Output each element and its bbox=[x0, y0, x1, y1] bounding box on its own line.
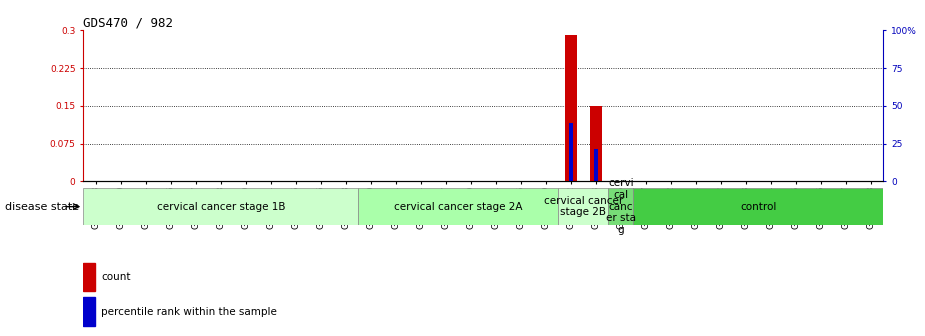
Bar bbox=[83, 297, 94, 326]
Text: disease state: disease state bbox=[5, 202, 79, 212]
Text: GDS470 / 982: GDS470 / 982 bbox=[83, 16, 173, 29]
Text: cervi
cal
canc
er sta
g: cervi cal canc er sta g bbox=[606, 178, 635, 235]
Bar bbox=[569, 124, 573, 181]
Text: cervical cancer stage 2A: cervical cancer stage 2A bbox=[394, 202, 523, 212]
Bar bbox=[609, 188, 634, 225]
Text: count: count bbox=[101, 272, 130, 282]
Bar bbox=[559, 188, 609, 225]
Text: cervical cancer stage 1B: cervical cancer stage 1B bbox=[156, 202, 285, 212]
Text: percentile rank within the sample: percentile rank within the sample bbox=[101, 306, 277, 317]
Bar bbox=[358, 188, 559, 225]
Bar bbox=[83, 188, 358, 225]
Bar bbox=[83, 263, 94, 291]
Bar bbox=[594, 149, 598, 181]
Bar bbox=[634, 188, 883, 225]
Text: control: control bbox=[740, 202, 777, 212]
Text: cervical cancer
stage 2B: cervical cancer stage 2B bbox=[544, 196, 623, 217]
Bar bbox=[564, 35, 577, 181]
Bar bbox=[589, 106, 602, 181]
